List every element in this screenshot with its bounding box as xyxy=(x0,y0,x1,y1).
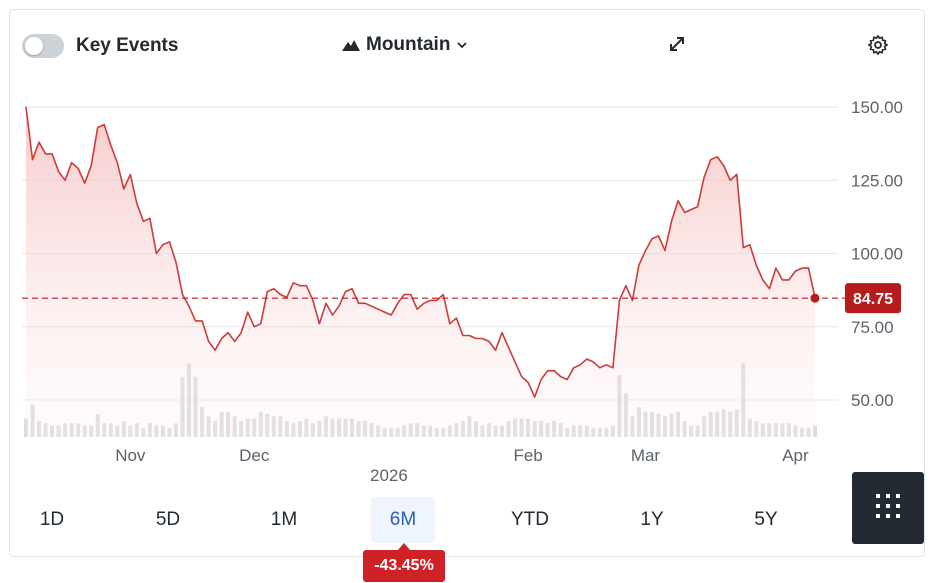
expand-icon xyxy=(667,34,687,59)
range-button-5d[interactable]: 5D xyxy=(155,509,181,530)
range-button-5y[interactable]: 5Y xyxy=(754,509,778,530)
chevron-down-icon xyxy=(456,41,468,49)
toggle-knob xyxy=(25,37,43,55)
grid-menu-button[interactable] xyxy=(852,472,924,544)
key-events-label: Key Events xyxy=(76,35,179,56)
year-label: 2026 xyxy=(370,466,408,485)
settings-button[interactable] xyxy=(864,33,892,61)
change-badge-caret xyxy=(398,543,410,550)
gear-icon xyxy=(867,34,889,61)
key-events-toggle[interactable] xyxy=(22,34,64,58)
change-badge: -43.45% xyxy=(363,550,445,582)
range-button-6m[interactable]: 6M xyxy=(371,497,435,543)
chart-card xyxy=(9,9,925,557)
chart-type-dropdown[interactable]: Mountain xyxy=(342,34,468,56)
chart-type-label: Mountain xyxy=(366,34,451,55)
range-button-1y[interactable]: 1Y xyxy=(640,509,664,530)
range-button-1m[interactable]: 1M xyxy=(270,509,298,530)
range-button-1d[interactable]: 1D xyxy=(39,509,65,530)
range-button-ytd[interactable]: YTD xyxy=(511,509,549,530)
expand-button[interactable] xyxy=(663,32,691,60)
mountain-icon xyxy=(342,39,360,51)
grid-icon xyxy=(874,492,902,525)
